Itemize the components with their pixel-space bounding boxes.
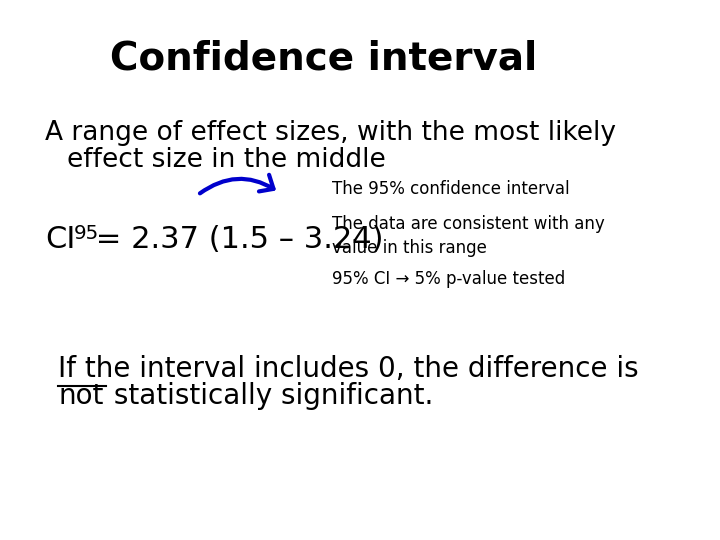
Text: CI: CI: [45, 225, 76, 254]
Text: not: not: [58, 382, 104, 410]
Text: Confidence interval: Confidence interval: [110, 40, 537, 78]
Text: If the interval includes 0, the difference is: If the interval includes 0, the differen…: [58, 355, 639, 383]
Text: 95: 95: [73, 224, 99, 243]
Text: 95% CI → 5% p-value tested: 95% CI → 5% p-value tested: [333, 270, 566, 288]
FancyArrowPatch shape: [200, 175, 274, 193]
Text: A range of effect sizes, with the most likely: A range of effect sizes, with the most l…: [45, 120, 616, 146]
Text: statistically significant.: statistically significant.: [105, 382, 433, 410]
Text: The 95% confidence interval: The 95% confidence interval: [333, 180, 570, 198]
Text: = 2.37 (1.5 – 3.24): = 2.37 (1.5 – 3.24): [86, 225, 384, 254]
Text: The data are consistent with any
value in this range: The data are consistent with any value i…: [333, 215, 606, 256]
Text: effect size in the middle: effect size in the middle: [68, 147, 386, 173]
